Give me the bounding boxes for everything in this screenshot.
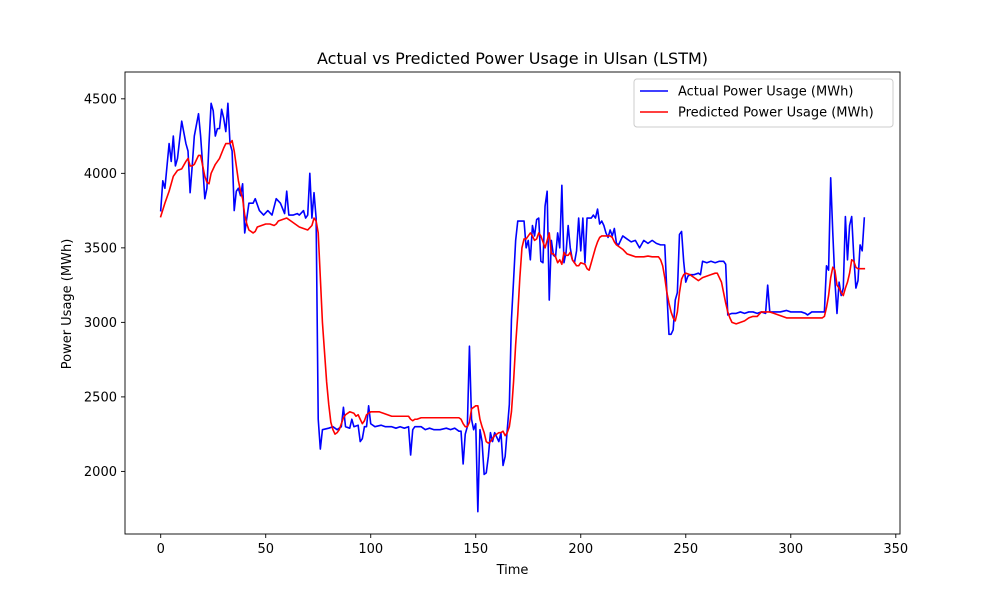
x-tick-label: 100 (358, 542, 383, 557)
series-line-predicted (159, 139, 866, 444)
plot-area (124, 71, 901, 535)
legend-box (633, 78, 894, 128)
x-axis-ticks: 0 50 100 150 200 250 300 350 (157, 534, 908, 557)
x-tick-label: 350 (883, 542, 908, 557)
y-tick-label: 4000 (84, 167, 117, 182)
plot-frame (124, 71, 901, 535)
legend-label: Actual Power Usage (MWh) (678, 85, 853, 100)
x-tick-label: 150 (463, 542, 488, 557)
y-axis-label: Power Usage (MWh) (60, 239, 75, 370)
x-tick-label: 200 (568, 542, 593, 557)
y-tick-label: 3000 (84, 316, 117, 331)
x-tick-label: 50 (257, 542, 274, 557)
x-tick-label: 0 (157, 542, 165, 557)
y-tick-label: 2500 (84, 390, 117, 405)
y-tick-label: 3500 (84, 241, 117, 256)
chart-title: Actual vs Predicted Power Usage in Ulsan… (317, 49, 708, 68)
x-tick-label: 300 (778, 542, 803, 557)
y-tick-label: 2000 (84, 465, 117, 480)
legend-label: Predicted Power Usage (MWh) (678, 106, 874, 121)
y-axis-ticks: 2000 2500 3000 3500 4000 4500 (84, 92, 125, 480)
series-line-actual (159, 102, 866, 513)
y-tick-label: 4500 (84, 92, 117, 107)
x-tick-label: 250 (673, 542, 698, 557)
legend: Actual Power Usage (MWh) Predicted Power … (633, 78, 894, 128)
x-axis-label: Time (496, 563, 529, 578)
